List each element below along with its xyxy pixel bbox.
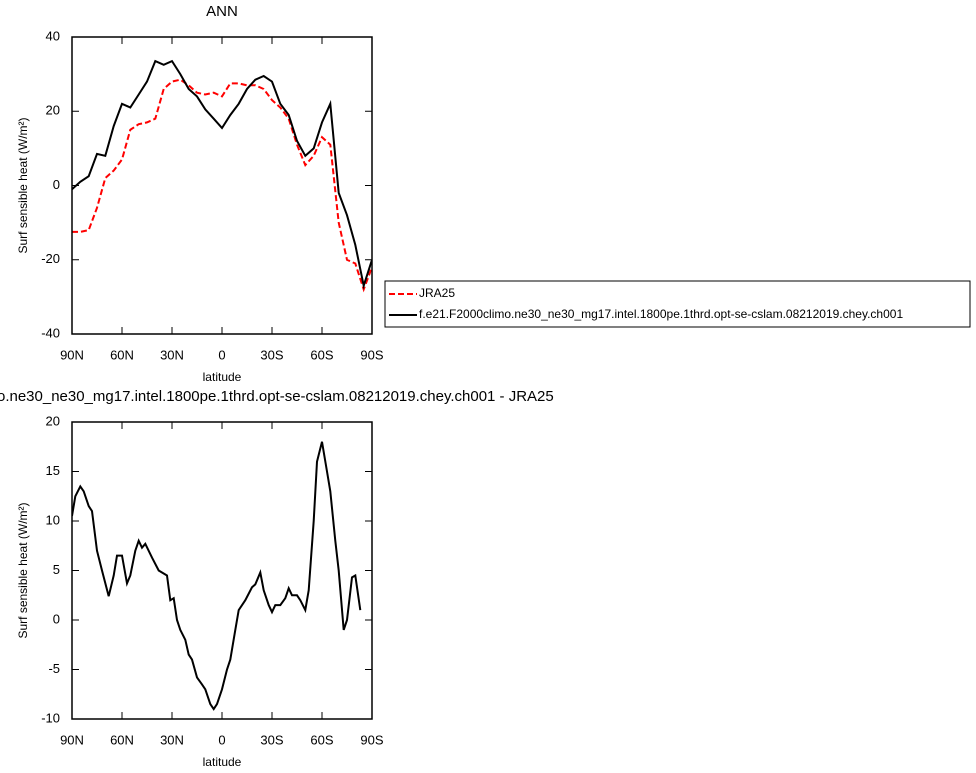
x-tick-label: 30N xyxy=(160,347,184,362)
series-line xyxy=(72,441,362,711)
x-tick-label: 60N xyxy=(110,347,134,362)
x-tick-label: 90N xyxy=(60,732,84,747)
chart-title: ANN xyxy=(206,3,238,20)
x-axis-label: latitude xyxy=(203,755,242,769)
x-tick-label: 60S xyxy=(310,732,333,747)
plot-frame xyxy=(71,421,373,720)
plot-frame xyxy=(71,36,373,335)
y-tick-label: 10 xyxy=(46,512,60,527)
y-axis-label: Surf sensible heat (W/m²) xyxy=(16,502,30,638)
legend-label: JRA25 xyxy=(419,286,455,300)
y-tick-label: 40 xyxy=(46,28,60,43)
x-tick-label: 0 xyxy=(218,732,225,747)
y-tick-label: -20 xyxy=(41,251,60,266)
x-tick-label: 60N xyxy=(110,732,134,747)
x-tick-label: 90N xyxy=(60,347,84,362)
x-tick-label: 30S xyxy=(260,347,283,362)
chart-title: f.e21.F2000climo.ne30_ne30_mg17.intel.18… xyxy=(0,388,554,405)
y-axis-label: Surf sensible heat (W/m²) xyxy=(16,117,30,253)
x-tick-label: 30N xyxy=(160,732,184,747)
series-line xyxy=(72,78,372,293)
x-tick-label: 90S xyxy=(360,347,383,362)
legend-box xyxy=(384,280,971,328)
y-tick-label: 20 xyxy=(46,413,60,428)
x-tick-label: 30S xyxy=(260,732,283,747)
series-line xyxy=(72,59,372,290)
y-tick-label: -10 xyxy=(41,710,60,725)
legend-label: f.e21.F2000climo.ne30_ne30_mg17.intel.18… xyxy=(419,307,903,321)
y-tick-label: 5 xyxy=(53,562,60,577)
y-tick-label: 15 xyxy=(46,463,60,478)
y-tick-label: 20 xyxy=(46,103,60,118)
y-tick-label: 0 xyxy=(53,611,60,626)
x-axis-label: latitude xyxy=(203,370,242,384)
x-tick-label: 0 xyxy=(218,347,225,362)
x-tick-label: 90S xyxy=(360,732,383,747)
y-tick-label: -40 xyxy=(41,325,60,340)
y-tick-label: 0 xyxy=(53,177,60,192)
x-tick-label: 60S xyxy=(310,347,333,362)
y-tick-label: -5 xyxy=(48,661,60,676)
